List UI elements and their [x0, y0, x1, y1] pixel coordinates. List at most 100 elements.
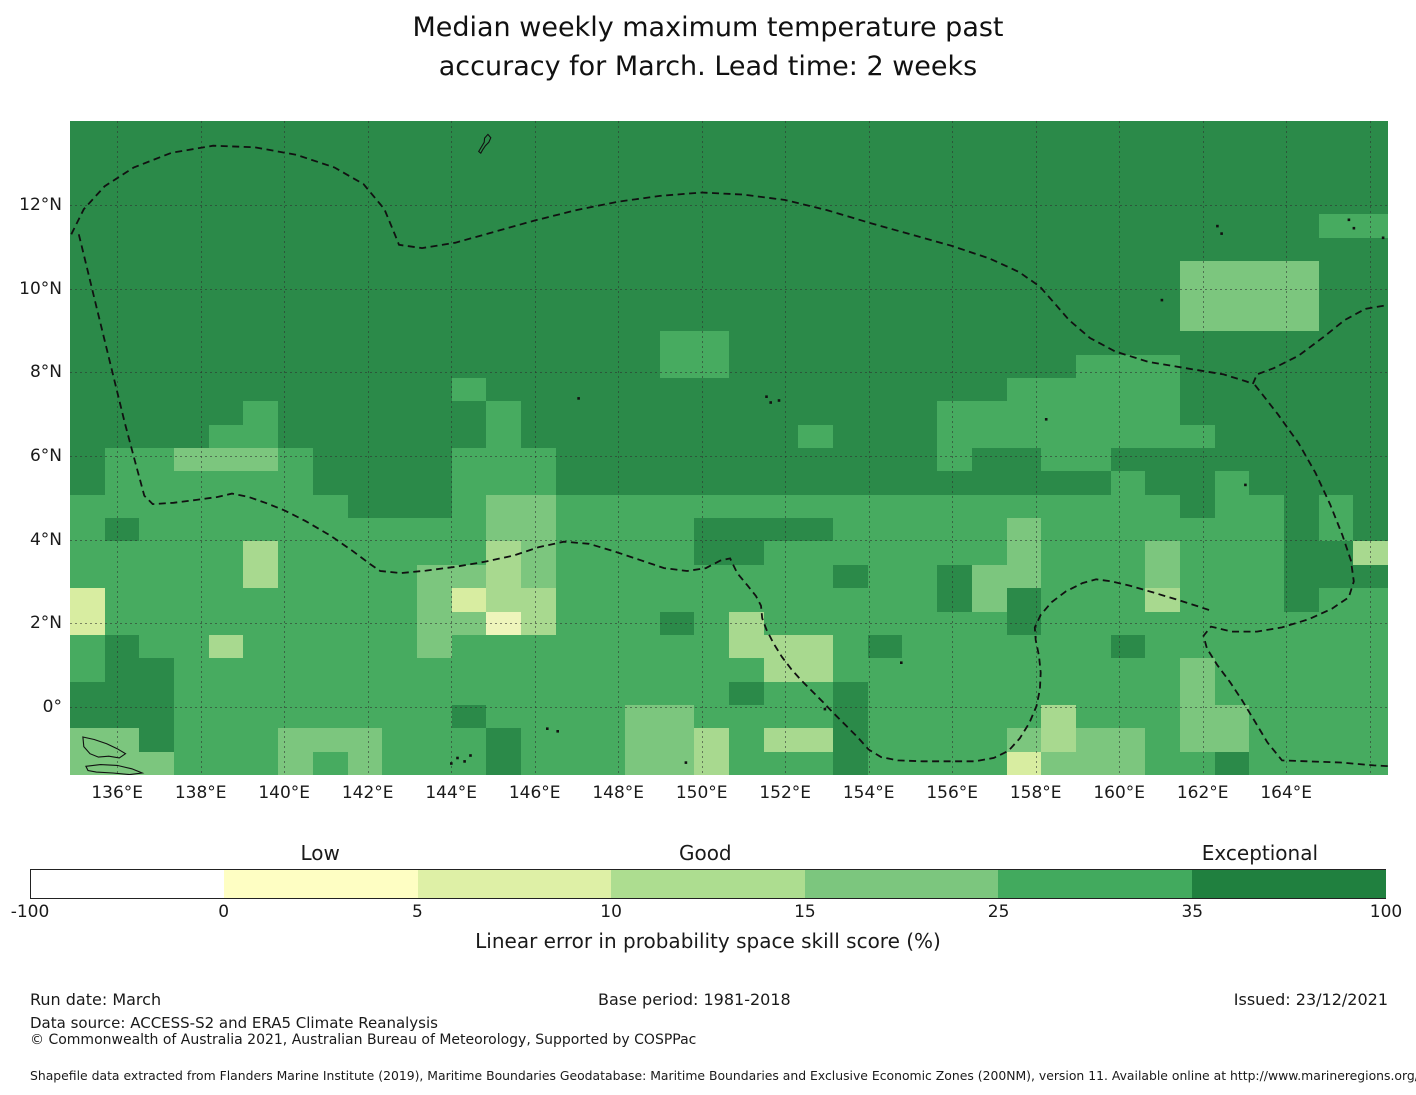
- heatmap-cell: [208, 307, 244, 332]
- heatmap-cell: [902, 214, 938, 239]
- heatmap-cell: [416, 494, 453, 519]
- heatmap-cell: [520, 307, 557, 332]
- heatmap-cell: [139, 588, 175, 613]
- x-axis-tick-labels: 136°E 138°E 140°E 142°E 144°E 146°E 148°E 150°E…: [70, 783, 1388, 807]
- heatmap-cell: [1179, 494, 1216, 519]
- heatmap-cell: [486, 331, 522, 356]
- heatmap-cell: [243, 191, 279, 216]
- heatmap-cell: [278, 144, 314, 169]
- heatmap-cell: [833, 518, 869, 543]
- heatmap-cell: [971, 401, 1008, 426]
- heatmap-cell: [1075, 214, 1112, 239]
- heatmap-cell: [1249, 214, 1285, 239]
- heatmap-cell: [971, 494, 1008, 519]
- heatmap-cell: [1179, 681, 1216, 706]
- heatmap-cell: [1283, 261, 1320, 286]
- heatmap-cell: [1075, 518, 1112, 543]
- heatmap-cell: [1214, 377, 1250, 402]
- heatmap-cell: [798, 564, 834, 589]
- heatmap-cell: [278, 424, 314, 449]
- island-dot: [1352, 226, 1356, 230]
- heatmap-cell: [867, 448, 903, 472]
- heatmap-cell: [555, 658, 591, 683]
- heatmap-cell: [174, 167, 210, 192]
- heatmap-cell: [729, 307, 765, 332]
- heatmap-cell: [1318, 448, 1354, 472]
- heatmap-cell: [1179, 471, 1216, 496]
- heatmap-cell: [694, 541, 730, 566]
- heatmap-cell: [833, 564, 869, 589]
- heatmap-cell: [729, 728, 765, 753]
- heatmap-cell: [208, 494, 244, 519]
- x-axis-tick-label: 152°E: [759, 783, 812, 803]
- heatmap-cell: [937, 377, 973, 402]
- heatmap-cell: [382, 588, 418, 613]
- heatmap-cell: [104, 331, 140, 356]
- heatmap-cell: [312, 634, 349, 659]
- heatmap-cell: [174, 237, 210, 262]
- colorbar-tick-label: 25: [987, 902, 1010, 922]
- heatmap-cell: [763, 704, 799, 729]
- heatmap-cell: [971, 634, 1008, 659]
- heatmap-cell: [1145, 704, 1181, 729]
- heatmap-cell: [1179, 331, 1216, 356]
- heatmap-cell: [1179, 424, 1216, 449]
- heatmap-cell: [278, 237, 314, 262]
- heatmap-cell: [763, 588, 799, 613]
- heatmap-cell: [1041, 167, 1077, 192]
- heatmap-cell: [555, 167, 591, 192]
- heatmap-cell: [1179, 518, 1216, 543]
- heatmap-cell: [174, 471, 210, 496]
- heatmap-cell: [1179, 191, 1216, 216]
- heatmap-cell: [1179, 261, 1216, 286]
- heatmap-cell: [659, 237, 695, 262]
- heatmap-cell: [139, 518, 175, 543]
- heatmap-cell: [1145, 214, 1181, 239]
- heatmap-cell: [139, 751, 175, 775]
- heatmap-cell: [208, 237, 244, 262]
- heatmap-cell: [867, 564, 903, 589]
- heatmap-cell: [659, 121, 695, 145]
- heatmap-cell: [729, 564, 765, 589]
- heatmap-cell: [1006, 424, 1042, 449]
- heatmap-cell: [590, 307, 626, 332]
- heatmap-cell: [278, 634, 314, 659]
- heatmap-cell: [416, 541, 453, 566]
- heatmap-cell: [451, 471, 487, 496]
- heatmap-cell: [70, 564, 106, 589]
- heatmap-cell: [174, 588, 210, 613]
- heatmap-cell: [70, 494, 106, 519]
- island-dot: [684, 761, 688, 764]
- heatmap-cell: [1006, 564, 1042, 589]
- heatmap-cell: [971, 471, 1008, 496]
- heatmap-cell: [902, 588, 938, 613]
- heatmap-cell: [1006, 307, 1042, 332]
- heatmap-cell: [278, 121, 314, 145]
- heatmap-cell: [971, 261, 1008, 286]
- heatmap-cell: [382, 307, 418, 332]
- heatmap-cell: [1075, 728, 1112, 753]
- heatmap-cell: [624, 494, 661, 519]
- footer-run-date: Run date: March: [30, 990, 162, 1009]
- heatmap-cell: [1318, 564, 1354, 589]
- heatmap-cell: [70, 658, 106, 683]
- heatmap-cell: [1006, 121, 1042, 145]
- heatmap-cell: [798, 541, 834, 566]
- heatmap-cell: [520, 214, 557, 239]
- heatmap-cell: [104, 424, 140, 449]
- heatmap-cell: [243, 704, 279, 729]
- heatmap-cell: [798, 588, 834, 613]
- heatmap-cell: [1179, 377, 1216, 402]
- colorbar-tick-label: -100: [10, 902, 50, 922]
- heatmap-cell: [1214, 658, 1250, 683]
- colorbar-tick-label: 10: [600, 902, 622, 922]
- heatmap-cell: [1041, 564, 1077, 589]
- heatmap-cell: [624, 564, 661, 589]
- heatmap-cell: [416, 658, 453, 683]
- heatmap-cell: [1041, 424, 1077, 449]
- heatmap-cell: [971, 541, 1008, 566]
- heatmap-cell: [971, 728, 1008, 753]
- heatmap-cell: [867, 471, 903, 496]
- heatmap-cell: [867, 658, 903, 683]
- heatmap-cell: [555, 728, 591, 753]
